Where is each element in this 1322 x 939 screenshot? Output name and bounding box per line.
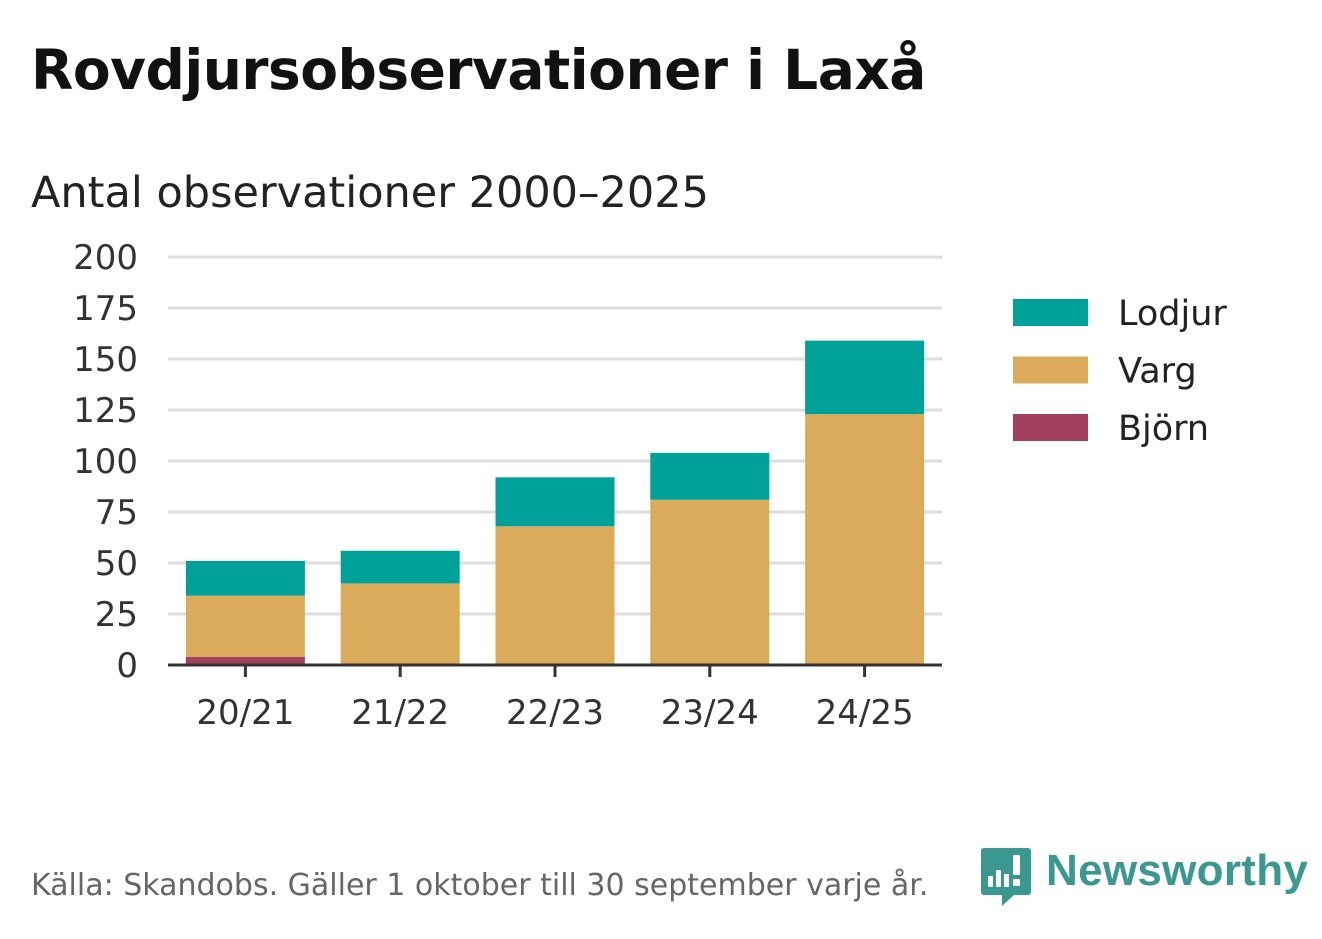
y-tick-label: 200	[73, 238, 138, 278]
legend-swatch-varg	[1013, 356, 1088, 384]
bar-lodjur-20-21	[185, 560, 305, 596]
legend-label: Varg	[1118, 352, 1197, 392]
bar-varg-21-22	[340, 583, 460, 665]
bar-lodjur-22-23	[495, 477, 615, 527]
y-tick-label: 150	[73, 340, 138, 380]
legend: Lodjur Varg Björn	[1013, 294, 1227, 449]
source-footnote: Källa: Skandobs. Gäller 1 oktober till 3…	[31, 868, 929, 903]
legend-label: Lodjur	[1118, 294, 1227, 334]
x-tick-label: 20/21	[196, 693, 294, 733]
bar-varg-22-23	[495, 526, 615, 665]
stacked-bar-chart: 0 25 50 75 100 125 150 175 200 20/21 21/22 22/23 23/…	[73, 238, 1227, 733]
x-tick-label: 22/23	[506, 693, 604, 733]
axes: 0 25 50 75 100 125 150 175 200 20/21 21/22 22/23 23/…	[73, 238, 942, 733]
y-tick-label: 0	[116, 646, 138, 686]
x-tick-label: 21/22	[351, 693, 449, 733]
y-tick-label: 125	[73, 391, 138, 431]
x-tick-label: 24/25	[816, 693, 914, 733]
y-tick-label: 25	[95, 595, 138, 635]
bar-varg-20-21	[185, 595, 305, 657]
y-tick-label: 50	[95, 544, 138, 584]
brand-logo: Newsworthy	[980, 846, 1308, 912]
legend-swatch-bj-rn	[1013, 414, 1088, 441]
brand-name: Newsworthy	[1046, 846, 1309, 895]
bar-lodjur-21-22	[340, 550, 460, 584]
legend-swatch-lodjur	[1013, 299, 1088, 326]
bar-varg-23-24	[650, 499, 770, 665]
y-tick-label: 100	[73, 442, 138, 482]
y-tick-label: 75	[95, 493, 138, 533]
y-tick-label: 175	[73, 289, 138, 329]
newsworthy-logo-icon	[981, 848, 1031, 906]
chart-subtitle: Antal observationer 2000–2025	[31, 168, 709, 218]
bar-lodjur-23-24	[650, 452, 770, 500]
bar-varg-24-25	[805, 414, 925, 665]
legend-label: Björn	[1118, 409, 1209, 449]
bar-bj-rn-20-21	[185, 656, 305, 665]
bar-lodjur-24-25	[805, 340, 925, 415]
x-tick-label: 23/24	[661, 693, 759, 733]
bars	[185, 340, 925, 665]
chart-title: Rovdjursobservationer i Laxå	[31, 38, 926, 102]
